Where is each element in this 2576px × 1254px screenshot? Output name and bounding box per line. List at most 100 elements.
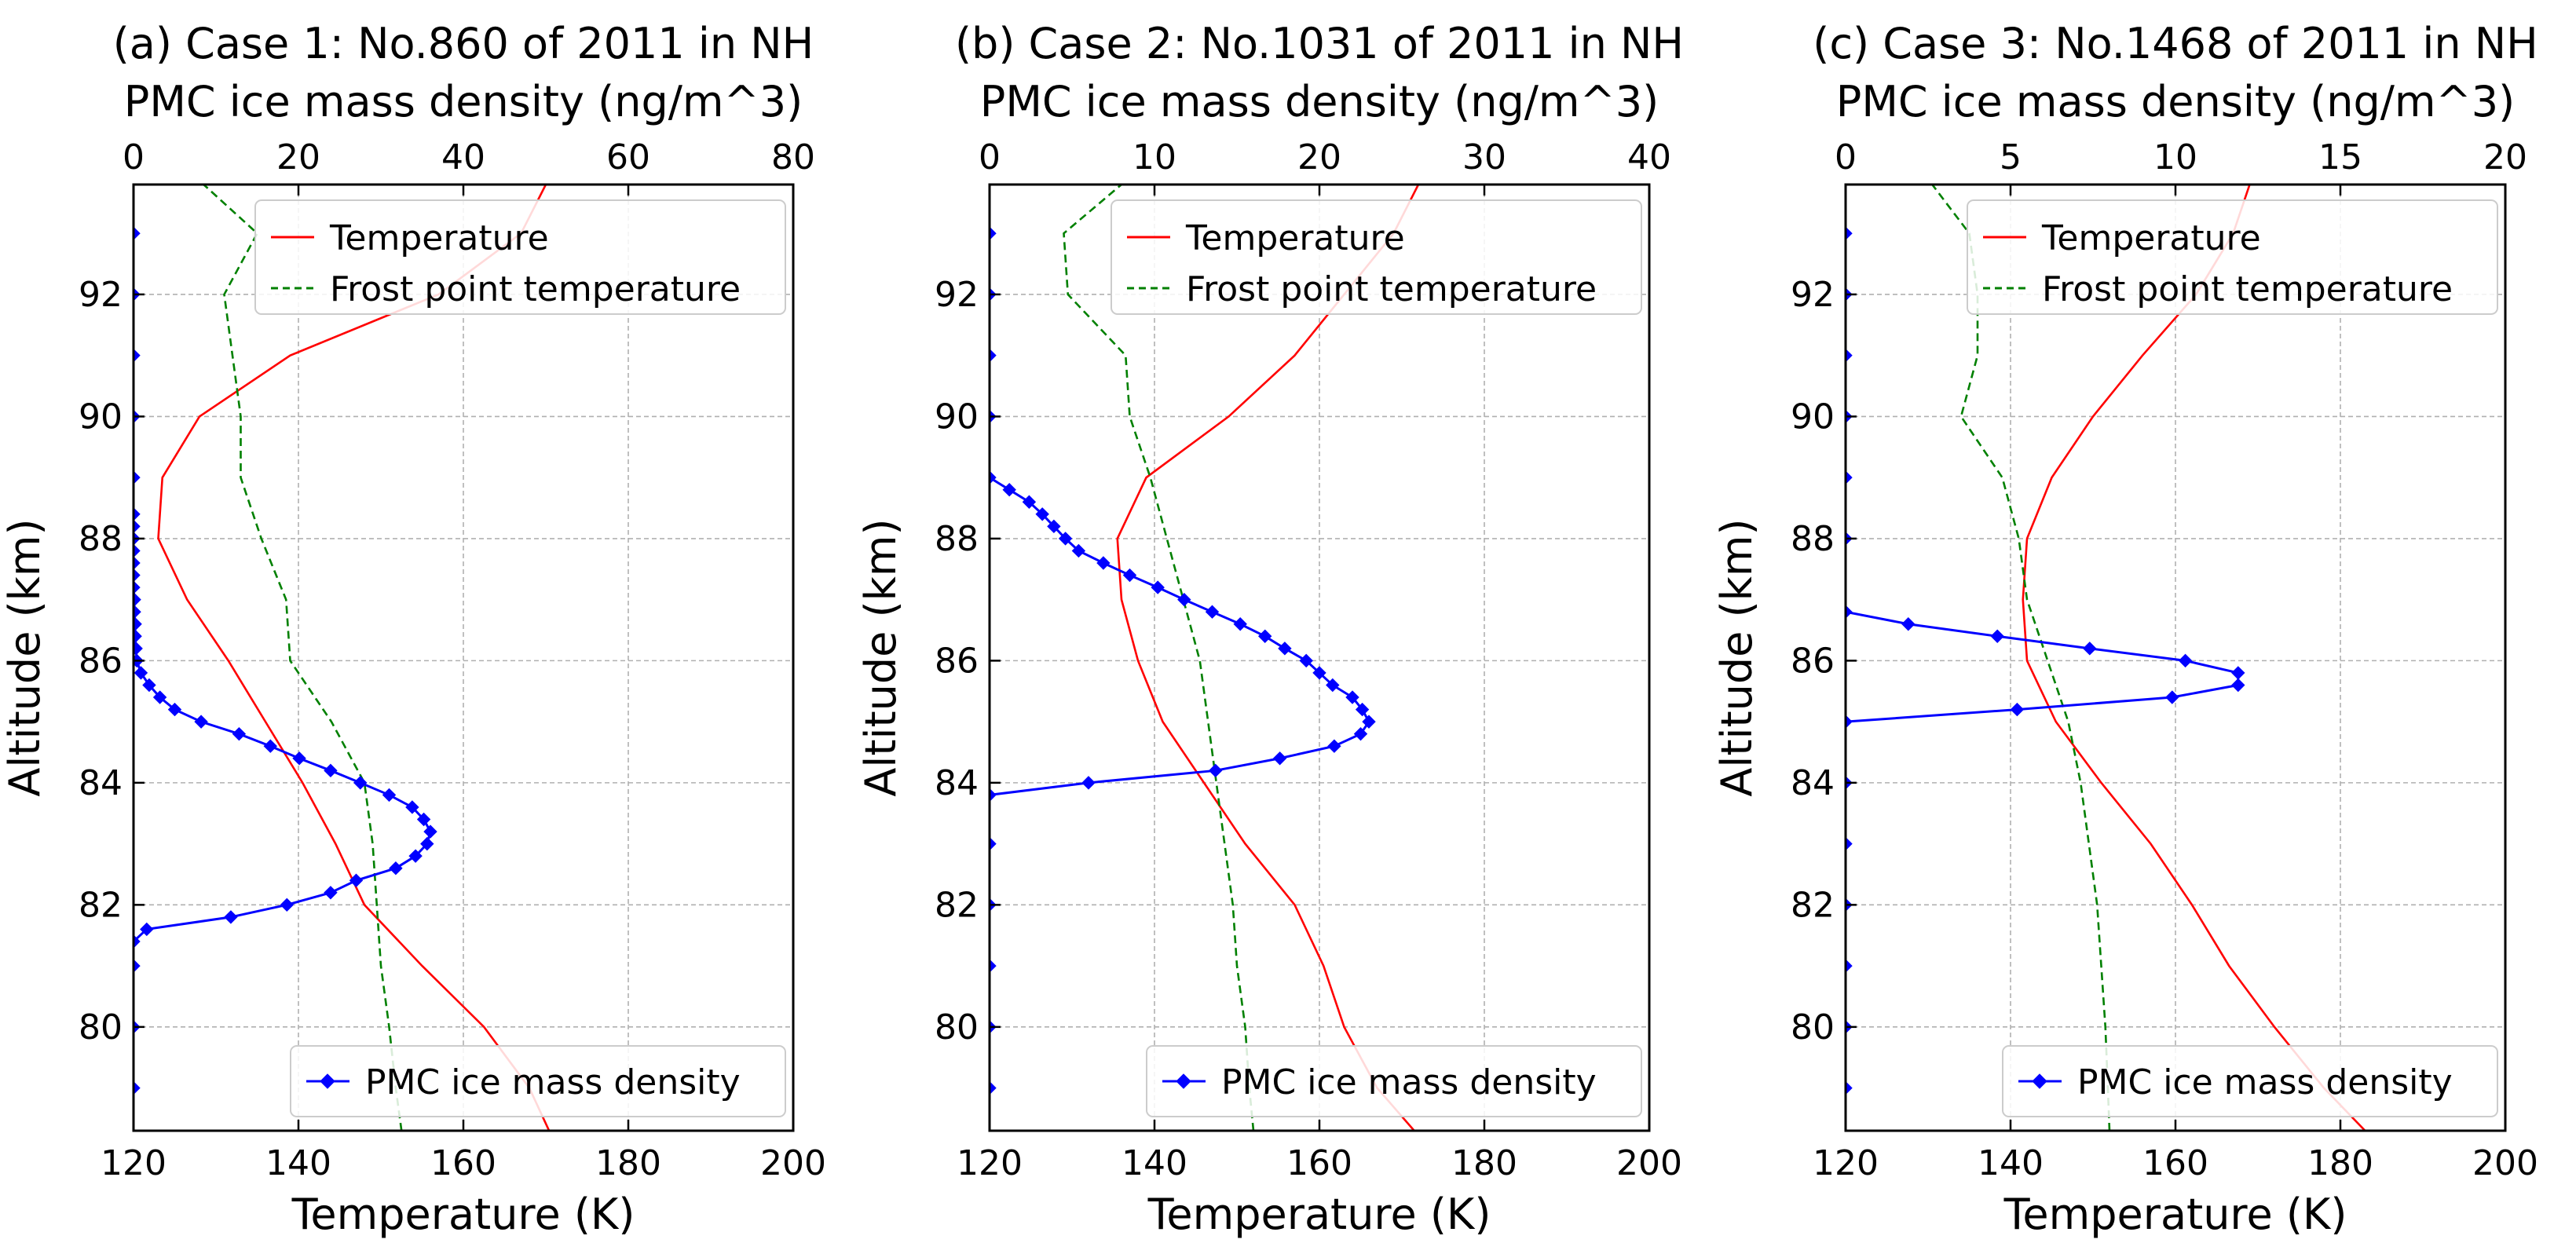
legend-upper: Temperature Frost point temperature bbox=[254, 199, 786, 315]
pmc-data-point bbox=[1901, 617, 1916, 631]
top-x-axis-label: PMC ice mass density (ng/m^3) bbox=[124, 77, 803, 126]
legend-pmc-label: PMC ice mass density bbox=[365, 1062, 741, 1102]
x-tick-label: 180 bbox=[595, 1143, 661, 1183]
y-tick-label: 90 bbox=[79, 397, 123, 437]
panel-title: (b) Case 2: No.1031 of 2011 in NH bbox=[955, 19, 1684, 68]
pmc-data-point bbox=[1846, 348, 1853, 363]
legend-pmc-label: PMC ice mass density bbox=[2077, 1062, 2453, 1102]
legend-upper-box bbox=[254, 199, 786, 315]
pmc-data-point bbox=[1071, 543, 1086, 558]
pmc-data-point bbox=[1272, 751, 1287, 766]
top-x-tick-label: 5 bbox=[2000, 137, 2022, 177]
pmc-data-point bbox=[1151, 580, 1165, 594]
top-x-tick-label: 80 bbox=[771, 137, 815, 177]
x-tick-label: 120 bbox=[1813, 1143, 1879, 1183]
pmc-data-point bbox=[1846, 715, 1853, 729]
legend-upper: Temperature Frost point temperature bbox=[1967, 199, 2498, 315]
x-tick-label: 160 bbox=[430, 1143, 496, 1183]
legend-pmc-swatch-marker bbox=[1176, 1073, 1191, 1089]
legend-frost-point-label: Frost point temperature bbox=[2042, 269, 2453, 309]
pmc-data-point bbox=[1362, 715, 1376, 729]
y-tick-label: 86 bbox=[1791, 641, 1835, 681]
pmc-data-point bbox=[382, 788, 397, 802]
temperature-line bbox=[2022, 185, 2366, 1131]
top-x-tick-label: 20 bbox=[276, 137, 320, 177]
pmc-data-point bbox=[1058, 532, 1073, 546]
top-x-axis-label: PMC ice mass density (ng/m^3) bbox=[980, 77, 1659, 126]
y-tick-label: 88 bbox=[79, 519, 123, 559]
y-tick-label: 84 bbox=[79, 763, 123, 803]
y-tick-label: 84 bbox=[935, 763, 979, 803]
temperature-line bbox=[157, 185, 551, 1131]
y-tick-label: 92 bbox=[1791, 275, 1835, 315]
pmc-data-point bbox=[1022, 495, 1037, 509]
top-x-tick-label: 40 bbox=[441, 137, 485, 177]
top-x-tick-label: 10 bbox=[1132, 137, 1176, 177]
pmc-data-point bbox=[142, 678, 156, 693]
top-x-tick-label: 0 bbox=[1835, 137, 1857, 177]
top-x-tick-label: 10 bbox=[2153, 137, 2197, 177]
pmc-data-point bbox=[1233, 617, 1247, 631]
pmc-data-point bbox=[1990, 629, 2004, 643]
y-tick-label: 90 bbox=[1791, 397, 1835, 437]
x-axis-label: Temperature (K) bbox=[291, 1190, 635, 1239]
y-tick-label: 90 bbox=[935, 397, 979, 437]
legend-frost-point-label: Frost point temperature bbox=[330, 269, 741, 309]
pmc-data-point bbox=[405, 800, 419, 814]
pmc-data-point bbox=[134, 617, 142, 631]
pmc-data-point bbox=[1208, 763, 1223, 778]
legend-temperature-label: Temperature bbox=[1185, 218, 1405, 258]
pmc-data-point bbox=[1278, 642, 1292, 656]
pmc-data-point bbox=[349, 873, 364, 887]
pmc-data-point bbox=[990, 788, 997, 802]
legend-lower: PMC ice mass density bbox=[290, 1045, 786, 1117]
pmc-data-point bbox=[1846, 470, 1853, 484]
pmc-data-point bbox=[420, 836, 434, 851]
pmc-data-point bbox=[389, 861, 403, 876]
pmc-data-point bbox=[263, 739, 278, 753]
pmc-data-point bbox=[134, 348, 141, 363]
legend-lower-box bbox=[1146, 1045, 1642, 1117]
pmc-data-point bbox=[1122, 568, 1137, 583]
pmc-data-point bbox=[1312, 666, 1326, 680]
pmc-data-point bbox=[2178, 653, 2193, 668]
pmc-data-point bbox=[1047, 519, 1061, 534]
pmc-data-point bbox=[1846, 959, 1853, 973]
y-tick-label: 80 bbox=[79, 1007, 123, 1047]
x-tick-label: 120 bbox=[101, 1143, 166, 1183]
pmc-data-point bbox=[152, 690, 167, 704]
legend-pmc-swatch-marker bbox=[320, 1073, 335, 1089]
legend-lower: PMC ice mass density bbox=[1146, 1045, 1642, 1117]
x-tick-label: 200 bbox=[1616, 1143, 1682, 1183]
pmc-data-point bbox=[134, 666, 148, 680]
legend-lower-box bbox=[2002, 1045, 2498, 1117]
pmc-data-point bbox=[167, 702, 182, 717]
pmc-data-point bbox=[1035, 507, 1049, 521]
pmc-data-point bbox=[2165, 690, 2179, 704]
x-tick-label: 120 bbox=[957, 1143, 1023, 1183]
x-tick-label: 180 bbox=[2307, 1143, 2373, 1183]
pmc-data-point bbox=[353, 776, 368, 790]
frost-point-line bbox=[1063, 185, 1255, 1131]
y-tick-label: 80 bbox=[1791, 1007, 1835, 1047]
y-axis-label: Altitude (km) bbox=[856, 518, 906, 796]
y-tick-label: 86 bbox=[935, 641, 979, 681]
pmc-data-point bbox=[134, 543, 141, 558]
top-x-tick-label: 60 bbox=[606, 137, 650, 177]
pmc-data-point bbox=[1326, 678, 1340, 693]
x-axis-label: Temperature (K) bbox=[2003, 1190, 2347, 1239]
pmc-data-point bbox=[134, 1080, 141, 1095]
plot-area bbox=[134, 185, 551, 1131]
pmc-data-point bbox=[134, 580, 141, 594]
legend-lower: PMC ice mass density bbox=[2002, 1045, 2498, 1117]
pmc-data-point bbox=[990, 226, 997, 240]
top-x-tick-label: 40 bbox=[1627, 137, 1671, 177]
legend-pmc-swatch-marker bbox=[2032, 1073, 2047, 1089]
y-axis-label: Altitude (km) bbox=[1712, 518, 1762, 796]
pmc-data-point bbox=[1846, 836, 1853, 851]
y-tick-label: 86 bbox=[79, 641, 123, 681]
pmc-ice-mass-density-line bbox=[1846, 233, 2240, 1088]
pmc-data-point bbox=[292, 751, 306, 766]
panel-title: (c) Case 3: No.1468 of 2011 in NH bbox=[1813, 19, 2538, 68]
pmc-data-point bbox=[134, 226, 141, 240]
